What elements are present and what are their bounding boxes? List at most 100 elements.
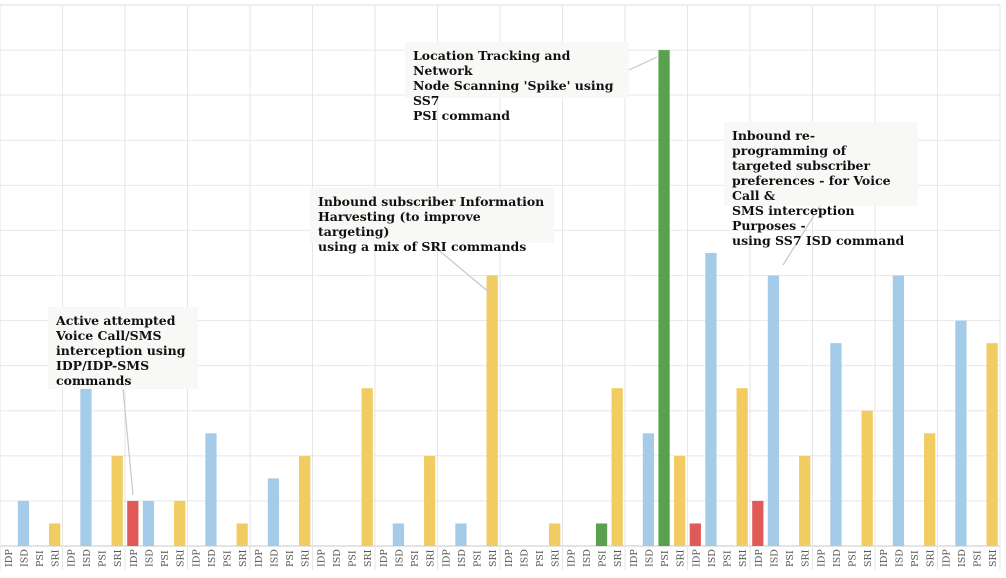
- x-tick-label: PSI: [473, 550, 484, 567]
- x-tick-label: IDP: [254, 549, 265, 567]
- x-tick-label: IDP: [629, 549, 640, 567]
- x-tick-label: SRI: [426, 549, 437, 567]
- x-tick-label: SRI: [863, 549, 874, 567]
- x-tick-label: PSI: [35, 550, 46, 567]
- x-tick-label: SRI: [176, 549, 187, 567]
- bar-isd: [455, 523, 467, 546]
- x-tick-label: SRI: [488, 549, 499, 567]
- x-tick-label: SRI: [113, 549, 124, 567]
- x-tick-label: IDP: [191, 549, 202, 567]
- x-tick-label: PSI: [160, 550, 171, 567]
- x-tick-label: SRI: [801, 549, 812, 567]
- bar-sri: [361, 388, 373, 546]
- bar-isd: [267, 478, 280, 546]
- x-tick-label: IDP: [691, 549, 702, 567]
- x-tick-label: SRI: [301, 549, 312, 567]
- x-tick-label: SRI: [676, 549, 687, 567]
- bar-sri: [799, 455, 811, 546]
- x-tick-label: ISD: [957, 549, 968, 567]
- x-tick-label: ISD: [832, 549, 843, 567]
- x-tick-label: IDP: [879, 549, 890, 567]
- bar-isd: [17, 500, 30, 546]
- annotation-leader-line: [628, 56, 658, 71]
- x-tick-label: PSI: [848, 550, 859, 567]
- bar-isd: [142, 500, 155, 546]
- bar-sri: [49, 523, 61, 546]
- x-tick-label: IDP: [4, 549, 15, 567]
- x-tick-label: IDP: [941, 549, 952, 567]
- annotation-sri: Inbound subscriber Information Harvestin…: [310, 188, 554, 254]
- x-tick-label: PSI: [98, 550, 109, 567]
- x-tick-label: IDP: [754, 549, 765, 567]
- x-tick-label: IDP: [66, 549, 77, 567]
- x-tick-label: PSI: [223, 550, 234, 567]
- bar-isd: [955, 320, 967, 546]
- x-tick-label: IDP: [129, 549, 140, 567]
- bar-sri: [549, 523, 561, 546]
- x-tick-label: ISD: [894, 549, 905, 567]
- bar-isd: [642, 433, 655, 546]
- x-tick-label: ISD: [457, 549, 468, 567]
- x-tick-label: PSI: [723, 550, 734, 567]
- bar-isd: [830, 343, 842, 546]
- x-tick-label: IDP: [816, 549, 827, 567]
- bar-sri: [861, 410, 873, 546]
- x-tick-label: PSI: [410, 550, 421, 567]
- x-tick-label: SRI: [238, 549, 249, 567]
- bar-sri: [111, 455, 123, 546]
- x-tick-label: IDP: [379, 549, 390, 567]
- x-tick-label: PSI: [910, 550, 921, 567]
- x-tick-label: ISD: [82, 549, 93, 567]
- bar-isd: [767, 275, 780, 546]
- x-tick-label: PSI: [535, 550, 546, 567]
- bar-sri: [924, 433, 936, 546]
- annotation-psi: Location Tracking and Network Node Scann…: [405, 42, 629, 123]
- annotation-leader-line: [122, 388, 134, 496]
- bar-sri: [174, 500, 186, 546]
- x-tick-label: ISD: [269, 549, 280, 567]
- x-tick-label: SRI: [363, 549, 374, 567]
- bar-idp: [689, 523, 701, 546]
- bar-isd: [205, 433, 217, 546]
- bar-sri: [486, 275, 498, 546]
- x-tick-label: ISD: [582, 549, 593, 567]
- bar-sri: [611, 388, 623, 546]
- x-tick-label: PSI: [598, 550, 609, 567]
- annotation-leader-line: [429, 242, 491, 294]
- x-tick-label: IDP: [441, 549, 452, 567]
- x-tick-label: ISD: [332, 549, 343, 567]
- bar-idp: [752, 500, 764, 546]
- annotation-idp: Active attempted Voice Call/SMS intercep…: [48, 307, 198, 389]
- bar-sri: [736, 388, 748, 546]
- bar-sri: [986, 343, 998, 546]
- bar-psi: [658, 50, 670, 546]
- x-tick-label: ISD: [144, 549, 155, 567]
- bar-isd: [392, 523, 405, 546]
- bar-idp: [127, 500, 139, 546]
- x-tick-label: PSI: [660, 550, 671, 567]
- x-tick-label: PSI: [348, 550, 359, 567]
- bar-sri: [424, 455, 436, 546]
- bar-sri: [236, 523, 248, 546]
- annotation-leader-line: [782, 205, 821, 266]
- bar-isd: [705, 252, 717, 547]
- bar-isd: [892, 275, 905, 546]
- x-tick-label: SRI: [988, 549, 999, 567]
- x-tick-label: ISD: [207, 549, 218, 567]
- x-tick-label: IDP: [566, 549, 577, 567]
- x-tick-label: SRI: [926, 549, 937, 567]
- x-tick-label: PSI: [785, 550, 796, 567]
- annotation-isd: Inbound re-programming of targeted subsc…: [724, 122, 918, 248]
- bar-isd: [80, 388, 92, 546]
- x-tick-label: IDP: [316, 549, 327, 567]
- x-tick-label: SRI: [51, 549, 62, 567]
- x-tick-label: PSI: [973, 550, 984, 567]
- x-tick-label: SRI: [738, 549, 749, 567]
- bar-sri: [299, 455, 311, 546]
- x-tick-label: ISD: [769, 549, 780, 567]
- bar-sri: [674, 455, 686, 546]
- x-tick-label: ISD: [19, 549, 30, 567]
- x-tick-label: ISD: [519, 549, 530, 567]
- x-tick-label: ISD: [394, 549, 405, 567]
- x-tick-label: ISD: [644, 549, 655, 567]
